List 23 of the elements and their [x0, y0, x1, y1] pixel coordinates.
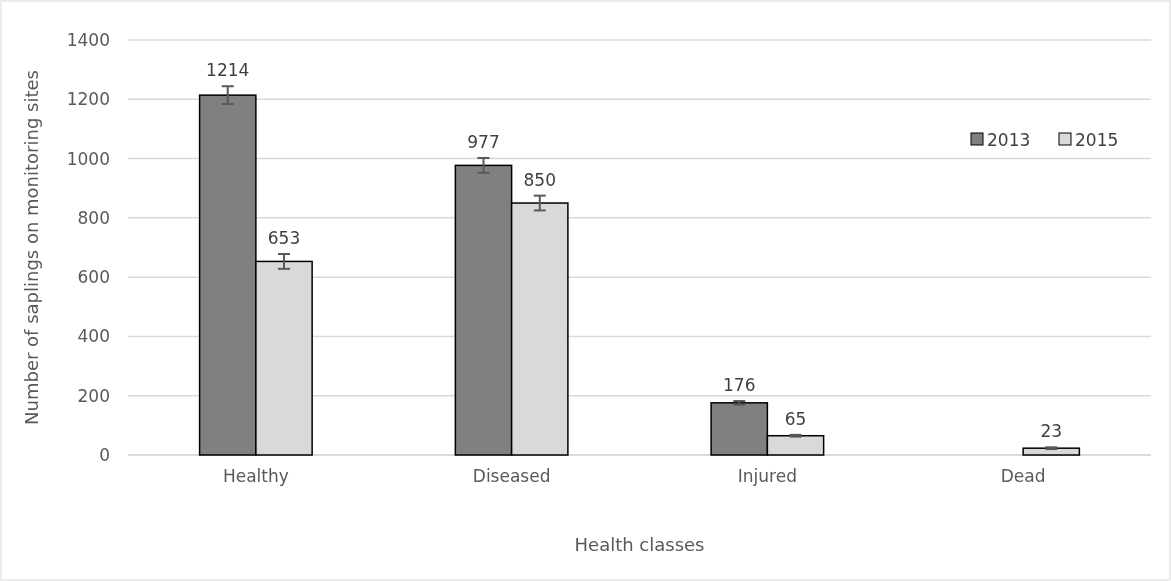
data-label: 65: [784, 408, 807, 429]
x-tick-label: Healthy: [222, 466, 289, 486]
x-tick-label: Diseased: [472, 466, 551, 486]
y-tick-label: 1000: [66, 148, 110, 169]
y-tick-label: 1400: [66, 29, 110, 50]
x-tick-label: Injured: [737, 466, 797, 486]
y-tick-label: 200: [77, 385, 110, 406]
data-label: 850: [523, 169, 556, 190]
y-tick-label: 600: [77, 267, 110, 288]
data-label: 977: [467, 131, 500, 152]
x-tick-label: Dead: [1000, 466, 1046, 486]
y-tick-label: 400: [77, 326, 110, 347]
y-axis-title: Number of saplings on monitoring sites: [21, 70, 42, 425]
legend-label: 2013: [987, 129, 1031, 150]
x-axis-title: Health classes: [574, 534, 705, 555]
y-tick-label: 0: [99, 444, 110, 465]
y-tick-label: 1200: [66, 89, 110, 110]
data-label: 176: [723, 375, 756, 396]
data-label: 653: [267, 228, 301, 249]
data-label: 1214: [206, 60, 250, 81]
y-tick-label: 800: [77, 207, 110, 228]
data-label: 23: [1040, 421, 1063, 442]
legend-label: 2015: [1075, 129, 1119, 150]
